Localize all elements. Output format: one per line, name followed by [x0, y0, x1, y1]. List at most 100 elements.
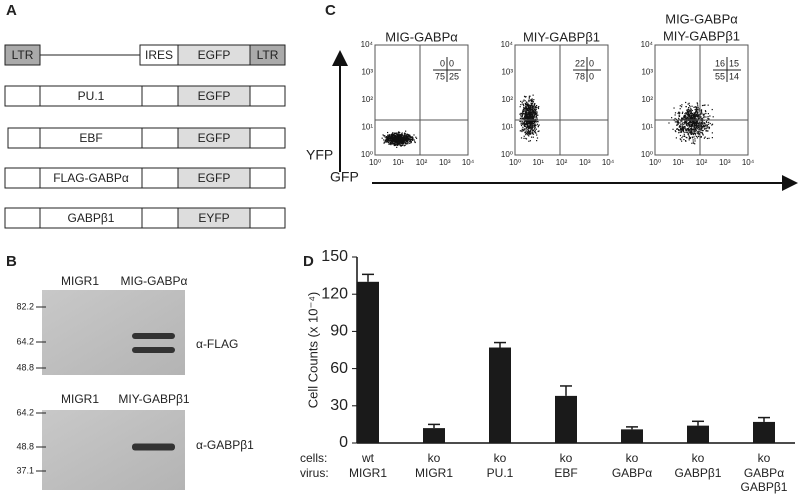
dot — [527, 104, 529, 106]
dot — [532, 110, 534, 112]
dot — [680, 106, 683, 108]
dot — [532, 129, 535, 132]
dot — [388, 134, 390, 136]
dot — [532, 117, 534, 119]
dot — [402, 139, 404, 141]
dot — [535, 113, 537, 115]
dot — [531, 120, 533, 122]
dot — [405, 141, 407, 143]
dot — [525, 110, 527, 112]
dot — [401, 132, 403, 134]
dot — [409, 140, 411, 142]
dot — [528, 132, 530, 134]
dot — [532, 116, 534, 118]
antibody-label: α-FLAG — [196, 337, 238, 351]
dot — [691, 130, 693, 132]
dot — [527, 129, 529, 131]
dot — [533, 124, 535, 126]
dot — [397, 144, 399, 147]
dot — [406, 137, 408, 139]
dot — [528, 115, 530, 117]
dot — [533, 122, 535, 124]
construct-label: EGFP — [198, 48, 231, 62]
dot — [696, 111, 698, 113]
dot — [523, 124, 525, 127]
blot — [42, 290, 185, 375]
dot — [696, 110, 698, 112]
dot — [527, 107, 530, 109]
dot — [384, 140, 386, 142]
dot — [679, 138, 681, 140]
dot — [533, 115, 535, 117]
dot — [522, 100, 524, 102]
dot — [398, 136, 400, 138]
dot — [693, 124, 696, 126]
dot — [530, 125, 532, 127]
dot — [535, 104, 538, 107]
dot — [534, 105, 536, 107]
dot — [689, 136, 691, 139]
y-tick-label: 120 — [321, 285, 348, 302]
dot — [535, 108, 537, 111]
dot — [703, 117, 705, 119]
dot — [535, 116, 537, 118]
dot — [396, 140, 398, 142]
dot — [521, 121, 524, 123]
dot — [395, 139, 397, 141]
dot — [703, 113, 706, 115]
dot — [529, 114, 531, 116]
dot — [394, 141, 396, 143]
dot — [397, 137, 399, 140]
dot — [521, 123, 523, 125]
dot — [405, 138, 408, 140]
row-label: virus: — [300, 466, 329, 480]
dot — [400, 141, 403, 143]
dot — [679, 131, 681, 133]
cells-label: ko — [626, 451, 639, 465]
dot — [531, 109, 533, 111]
dot — [533, 113, 535, 115]
dot — [385, 139, 387, 141]
dot — [693, 113, 696, 115]
dot — [388, 143, 390, 145]
dot — [691, 118, 693, 120]
dot — [532, 109, 534, 112]
dot — [394, 132, 396, 134]
dot — [405, 130, 407, 132]
dot — [528, 140, 530, 142]
dot — [528, 107, 530, 110]
dot — [692, 139, 694, 141]
dot — [403, 137, 405, 139]
dot — [524, 125, 526, 128]
dot — [382, 134, 384, 136]
dot — [694, 124, 696, 126]
dot — [530, 105, 532, 107]
dot — [678, 113, 680, 115]
dot — [707, 113, 709, 115]
dot — [399, 141, 401, 143]
dot — [684, 122, 686, 124]
construct-label: EGFP — [198, 171, 231, 185]
dot — [532, 131, 534, 133]
dot — [527, 118, 529, 120]
dot — [695, 106, 697, 109]
dot — [535, 128, 537, 130]
dot — [387, 141, 390, 144]
dot — [530, 124, 532, 126]
dot — [679, 105, 681, 107]
dot — [709, 115, 711, 117]
dot — [690, 133, 692, 135]
dot — [520, 121, 522, 123]
dot — [522, 112, 525, 115]
dot — [697, 125, 699, 127]
dot — [688, 118, 690, 120]
dot — [412, 137, 414, 139]
dot — [676, 124, 678, 126]
dot — [535, 132, 537, 134]
dot — [394, 134, 397, 137]
dot — [392, 132, 394, 134]
dot — [677, 121, 679, 123]
dot — [407, 135, 409, 137]
dot — [694, 138, 696, 140]
dot — [527, 133, 529, 135]
